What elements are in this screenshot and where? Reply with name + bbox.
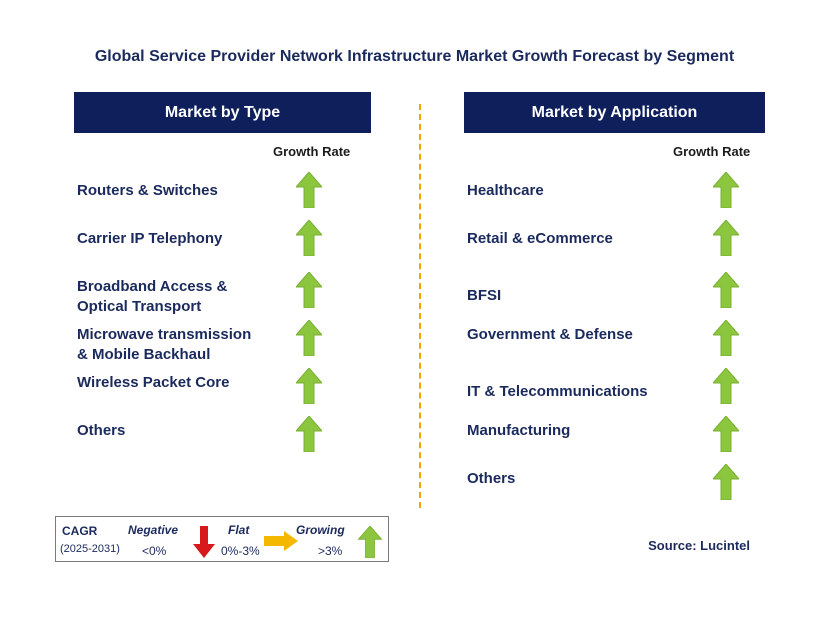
application-item-retail: Retail & eCommerce <box>467 230 613 247</box>
growing-arrow-icon <box>713 368 739 404</box>
growing-arrow-icon <box>296 272 322 308</box>
growing-arrow-icon <box>296 320 322 356</box>
growing-arrow-icon <box>296 368 322 404</box>
application-item-it-telecom: IT & Telecommunications <box>467 383 648 400</box>
type-item-carrier-ip: Carrier IP Telephony <box>77 230 223 247</box>
negative-arrow-icon <box>193 526 215 558</box>
legend-flat-label: Flat <box>228 523 250 537</box>
type-item-others: Others <box>77 422 126 439</box>
legend-cagr-label: CAGR <box>62 524 98 538</box>
growing-arrow-icon <box>713 220 739 256</box>
type-item-wireless: Wireless Packet Core <box>77 374 230 391</box>
legend-flat-range: 0%-3% <box>221 544 260 558</box>
growing-arrow-icon <box>713 464 739 500</box>
type-item-routers: Routers & Switches <box>77 182 218 199</box>
flat-arrow-icon <box>264 531 298 551</box>
cagr-legend: CAGR (2025-2031) Negative <0% Flat 0%-3%… <box>55 516 389 562</box>
growing-arrow-icon <box>296 220 322 256</box>
source-label: Source: Lucintel <box>648 538 750 553</box>
application-item-manufacturing: Manufacturing <box>467 422 571 439</box>
growing-arrow-icon <box>296 416 322 452</box>
growing-arrow-icon <box>358 526 382 558</box>
legend-negative-range: <0% <box>142 544 167 558</box>
application-item-others: Others <box>467 470 516 487</box>
type-item-broadband: Broadband Access & Optical Transport <box>77 278 228 315</box>
market-by-type-header: Market by Type <box>74 92 371 133</box>
growing-arrow-icon <box>713 172 739 208</box>
type-item-microwave: Microwave transmission & Mobile Backhaul <box>77 326 252 363</box>
growing-arrow-icon <box>713 272 739 308</box>
application-item-healthcare: Healthcare <box>467 182 544 199</box>
application-item-government: Government & Defense <box>467 326 633 343</box>
chart-title: Global Service Provider Network Infrastr… <box>94 48 735 65</box>
application-item-bfsi: BFSI <box>467 287 502 304</box>
right-growth-rate-label: Growth Rate <box>673 144 751 159</box>
growing-arrow-icon <box>296 172 322 208</box>
left-growth-rate-label: Growth Rate <box>273 144 351 159</box>
legend-period: (2025-2031) <box>60 543 120 555</box>
legend-growing-range: >3% <box>318 544 343 558</box>
market-by-application-header: Market by Application <box>464 92 765 133</box>
growing-arrow-icon <box>713 416 739 452</box>
growing-arrow-icon <box>713 320 739 356</box>
panel-divider <box>419 104 421 508</box>
legend-growing-label: Growing <box>296 523 345 537</box>
legend-negative-label: Negative <box>128 523 179 537</box>
